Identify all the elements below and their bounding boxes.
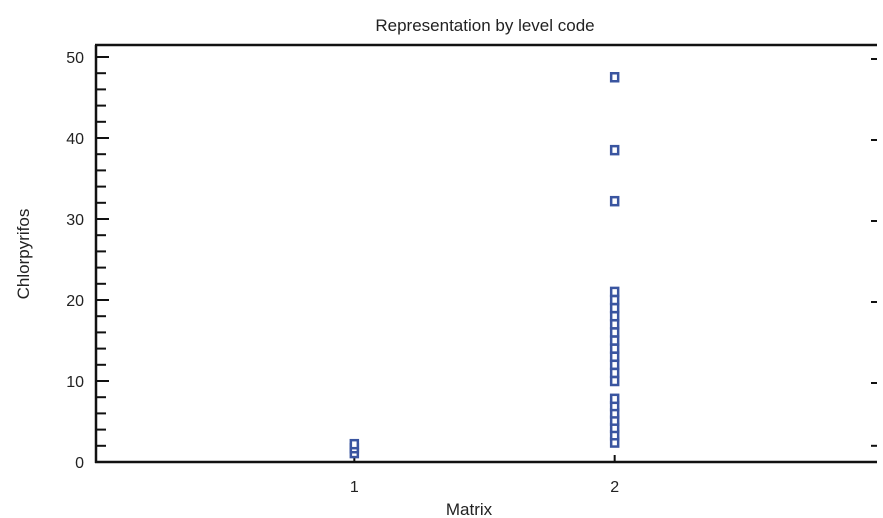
chart-title: Representation by level code: [375, 16, 594, 35]
data-point: [609, 375, 620, 387]
data-point: [609, 343, 620, 354]
y-tick-label: 50: [66, 50, 84, 67]
data-point: [609, 294, 620, 306]
data-point: [609, 393, 620, 405]
data-point: [609, 144, 620, 156]
data-point: [349, 438, 360, 450]
data-point: [609, 367, 620, 379]
data-point: [609, 195, 620, 207]
y-axis-ticks: 0 10 20 30 40 50: [66, 50, 109, 472]
data-point: [609, 302, 620, 314]
y-tick-label: 10: [66, 374, 84, 391]
data-point: [609, 72, 620, 83]
x-tick-label: 2: [610, 479, 619, 496]
data-points: [349, 72, 620, 459]
right-axis-ticks: [871, 58, 877, 447]
data-point: [609, 335, 620, 346]
data-point: [609, 319, 620, 330]
plot-frame: [94, 43, 877, 464]
data-point: [609, 327, 620, 338]
data-point: [609, 286, 620, 298]
y-tick-label: 0: [75, 455, 84, 472]
data-point: [609, 359, 620, 371]
y-tick-label: 20: [66, 293, 84, 310]
y-tick-label: 40: [66, 131, 84, 148]
x-axis-label: Matrix: [446, 500, 493, 518]
y-axis-label: Chlorpyrifos: [14, 209, 33, 300]
x-tick-label: 1: [350, 479, 359, 496]
y-tick-label: 30: [66, 212, 84, 229]
data-point: [609, 310, 620, 322]
data-point: [609, 351, 620, 362]
